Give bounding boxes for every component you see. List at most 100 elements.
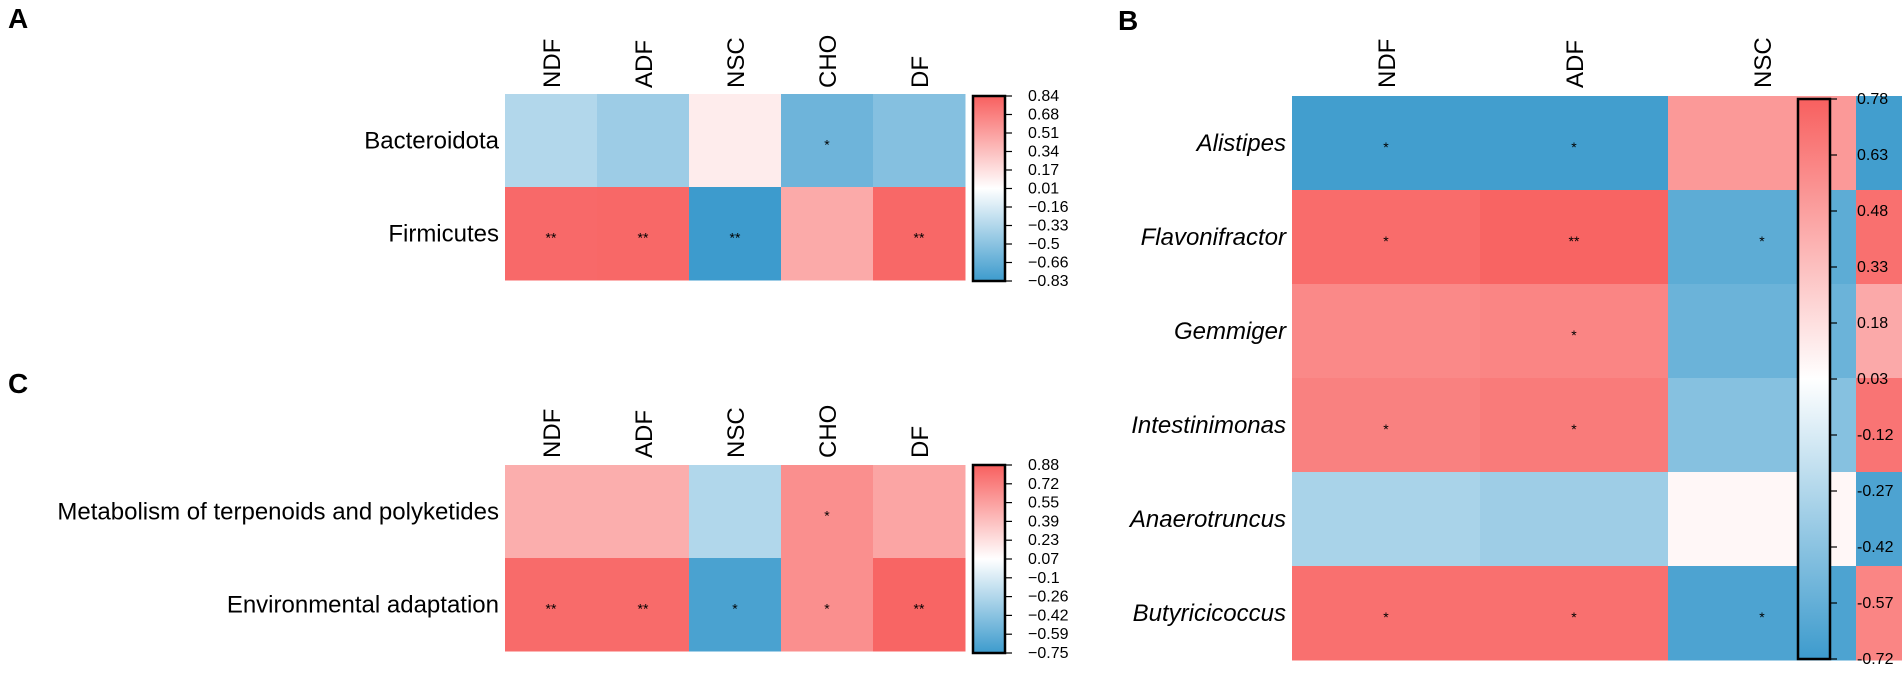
pb-heatmap-cell [1480,566,1669,661]
pb-row-label: Anaerotruncus [1128,506,1286,533]
pa-heatmap-cell [505,187,598,281]
pb-heatmap-cell [1480,472,1669,567]
pa-column-label: NDF [539,39,566,88]
pb-colorbar-tick-label: 0.63 [1857,147,1888,164]
pb-heatmap-cell [1480,190,1669,285]
pb-colorbar [1796,97,1832,661]
pa-heatmap-cell [873,187,966,281]
pc-colorbar-tick-label: 0.23 [1028,532,1059,549]
pb-colorbar-tick-label: -0.72 [1857,651,1894,668]
pb-colorbar-tick-label: 0.03 [1857,371,1888,388]
pb-row-label: Alistipes [1195,130,1286,157]
pb-heatmap-cell [1292,190,1481,285]
pc-significance-mark: * [732,601,738,617]
pb-significance-mark: ** [1569,233,1580,249]
pa-significance-mark: ** [730,230,741,246]
pb-significance-mark: * [1571,609,1577,625]
pa-colorbar-tick-label: −0.5 [1028,236,1060,253]
pc-row-label: Metabolism of terpenoids and polyketides [57,499,499,526]
pb-significance-mark: * [1571,327,1577,343]
pb-row-label: Butyricicoccus [1133,600,1286,627]
pc-colorbar-tick-label: 0.55 [1028,495,1059,512]
pc-column-label: ADF [631,410,658,458]
pb-significance-mark: * [1571,139,1577,155]
pa-colorbar-tick-label: 0.17 [1028,162,1059,179]
pb-colorbar-tick-label: 0.78 [1857,91,1888,108]
pb-significance-mark: * [1759,233,1765,249]
pb-column-label: NSC [1750,37,1777,88]
pa-row-label: Firmicutes [388,221,499,248]
pa-significance-mark: * [824,137,830,153]
pb-row-label: Intestinimonas [1131,412,1286,439]
pc-significance-mark: ** [914,601,925,617]
pa-colorbar-tick-label: −0.83 [1028,273,1069,290]
pc-heatmap-cell [873,465,966,559]
pb-colorbar-tick-label: -0.12 [1857,427,1894,444]
pc-colorbar-tick-label: 0.07 [1028,551,1059,568]
pb-colorbar-tick-label: 0.48 [1857,203,1888,220]
pc-heatmap-cell [873,558,966,652]
pb-colorbar-tick-label: -0.27 [1857,483,1894,500]
pb-heatmap-cell [1292,378,1481,473]
pa-significance-mark: ** [914,230,925,246]
pc-significance-mark: ** [546,601,557,617]
pb-heatmap-cell [1292,96,1481,191]
pb-heatmap-cell [1856,96,1902,191]
pc-colorbar-tick-label: −0.42 [1028,607,1069,624]
pc-colorbar-tick-label: 0.72 [1028,476,1059,493]
pa-heatmap-cell [689,187,782,281]
pa-colorbar-tick-label: −0.16 [1028,199,1069,216]
pb-colorbar-tick-label: 0.18 [1857,315,1888,332]
pc-row-label: Environmental adaptation [227,592,499,619]
pa-heatmap-cell [873,94,966,188]
pb-heatmap-cell [1480,284,1669,379]
pa-heatmap-cell [597,94,690,188]
pb-heatmap-cell [1856,566,1902,661]
pc-colorbar-tick-label: 0.39 [1028,513,1059,530]
pc-heatmap-cell [505,465,598,559]
pb-row-label: Gemmiger [1174,318,1287,345]
pc-heatmap-cell [781,558,874,652]
pb-significance-mark: * [1383,233,1389,249]
pb-column-label: NDF [1374,39,1401,88]
pc-heatmap-cell [689,465,782,559]
panel-label-C: C [8,368,28,399]
pc-colorbar-tick-label: −0.59 [1028,626,1069,643]
pb-significance-mark: * [1759,609,1765,625]
pc-colorbar-tick-label: 0.88 [1028,457,1059,474]
pc-colorbar [971,463,1007,655]
panel-label-B: B [1118,5,1138,36]
pb-heatmap-cell [1480,96,1669,191]
pb-heatmap-cell [1856,472,1902,567]
pa-significance-mark: ** [546,230,557,246]
pc-column-label: NDF [539,409,566,458]
pa-colorbar-tick-label: 0.84 [1028,88,1059,105]
pa-heatmap-cell [781,94,874,188]
pa-column-label: DF [907,56,934,88]
pb-heatmap-cell [1292,566,1481,661]
pb-significance-mark: * [1383,139,1389,155]
pa-heatmap-cell [597,187,690,281]
pa-colorbar-tick-label: −0.33 [1028,218,1069,235]
pc-column-label: DF [907,426,934,458]
pc-colorbar-tick-label: −0.1 [1028,570,1060,587]
pc-heatmap-cell [689,558,782,652]
pb-colorbar-tick-label: -0.57 [1857,595,1894,612]
pb-colorbar-tick-label: -0.42 [1857,539,1894,556]
pa-colorbar-tick-label: 0.01 [1028,181,1059,198]
pa-colorbar [971,94,1007,283]
pa-heatmap-cell [505,94,598,188]
pc-column-label: CHO [815,405,842,458]
pc-heatmap-cell [781,465,874,559]
pb-significance-mark: * [1383,609,1389,625]
pc-significance-mark: * [824,508,830,524]
panel-label-A: A [8,3,28,34]
pb-column-label: ADF [1562,40,1589,88]
pc-colorbar-tick-label: −0.26 [1028,589,1069,606]
pb-heatmap-cell [1292,284,1481,379]
pb-heatmap-cell [1856,378,1902,473]
pa-colorbar-tick-label: 0.34 [1028,144,1059,161]
pc-column-label: NSC [723,407,750,458]
